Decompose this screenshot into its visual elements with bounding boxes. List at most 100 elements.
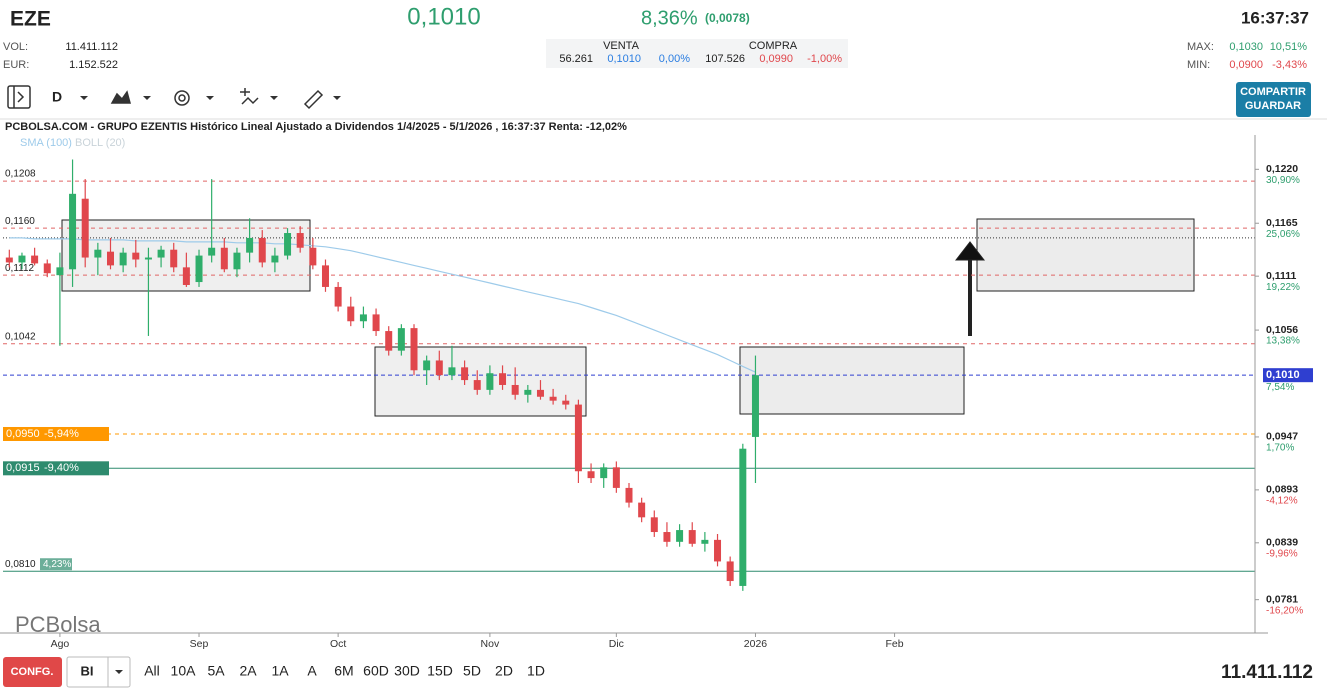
indicator-legend: SMA (100) (20, 137, 72, 149)
candle-body (334, 286, 342, 307)
interval[interactable]: D (52, 89, 62, 105)
range-button[interactable]: 2D (495, 663, 513, 679)
level-box (3, 461, 109, 476)
candle-body (246, 237, 254, 253)
last-price-box (1263, 368, 1313, 383)
level-label: 0,0950 (6, 428, 40, 440)
range-button[interactable]: 15D (427, 663, 453, 679)
share-label[interactable]: COMPARTIR (1240, 86, 1306, 98)
draw-icon[interactable] (303, 89, 324, 110)
candle-body (220, 247, 228, 270)
range-button[interactable]: 6M (334, 663, 353, 679)
candle-body (701, 539, 709, 544)
candle-body (499, 373, 507, 385)
candle-body (144, 257, 152, 260)
x-tick-label: Nov (481, 638, 500, 650)
x-tick-label: Feb (886, 638, 904, 650)
range-button[interactable]: All (144, 663, 160, 679)
x-tick-label: Ago (51, 638, 70, 650)
range-button[interactable]: 30D (394, 663, 420, 679)
range-button[interactable]: 1D (527, 663, 545, 679)
y-tick-pct: -16,20% (1266, 605, 1303, 616)
y-tick-label: 0,1056 (1266, 324, 1298, 336)
range-button[interactable]: 5D (463, 663, 481, 679)
level-label: 0,0810 (5, 559, 36, 570)
indicator-legend: BOLL (20) (75, 137, 125, 149)
candle-body (625, 487, 633, 503)
level-pct: -5,94% (44, 428, 79, 440)
level-label: 0,1208 (5, 169, 36, 180)
chart-type-icon[interactable] (110, 90, 131, 104)
range-button[interactable]: 1A (271, 663, 289, 679)
mode-label[interactable]: BI (81, 663, 94, 678)
stat-label: VOL: (3, 41, 28, 53)
last-price-pct: 7,54% (1266, 382, 1294, 393)
y-tick-pct: 13,38% (1266, 336, 1300, 347)
level-label: 0,1112 (5, 263, 35, 274)
candle-body (132, 252, 140, 260)
candle-body (5, 257, 13, 263)
chart-title: PCBOLSA.COM - GRUPO EZENTIS Histórico Li… (5, 121, 627, 133)
venta-price: 0,1010 (607, 53, 641, 65)
x-tick-label: Dic (609, 638, 624, 650)
venta-label: VENTA (603, 40, 640, 52)
range-button[interactable]: A (307, 663, 317, 679)
venta-pct: 0,00% (659, 53, 690, 65)
y-tick-pct: 1,70% (1266, 443, 1294, 454)
price: 0,1010 (407, 3, 480, 30)
candle-body (195, 255, 203, 283)
candle-body (600, 467, 608, 479)
range-button[interactable]: 2A (239, 663, 257, 679)
range-button[interactable]: 60D (363, 663, 389, 679)
level-label: 0,1042 (5, 331, 36, 342)
carets (80, 96, 341, 100)
candle-body (676, 530, 684, 542)
candle-body (638, 502, 646, 518)
candle-body (739, 448, 747, 586)
candle-body (309, 247, 317, 266)
candle-body (43, 263, 51, 274)
compra-pct: -1,00% (807, 53, 842, 65)
share-button[interactable] (1236, 82, 1311, 117)
candle-body (663, 532, 671, 542)
x-tick-label: 2026 (744, 638, 768, 650)
candle-body (31, 255, 39, 264)
level-label: 0,0915 (6, 462, 40, 474)
candle-body (321, 265, 329, 287)
settings-icon[interactable] (174, 90, 190, 106)
range-button[interactable]: 10A (171, 663, 197, 679)
compra-price: 0,0990 (759, 53, 793, 65)
panel-toggle[interactable] (7, 85, 31, 109)
candle-body (562, 400, 570, 405)
volume: 11.411.112 (1221, 662, 1313, 683)
candle-body (182, 267, 190, 285)
candle-body (94, 249, 102, 258)
candle-body (612, 467, 620, 488)
y-tick-pct: -9,96% (1266, 548, 1298, 559)
candle-body (448, 367, 456, 376)
range-button[interactable]: 5A (207, 663, 225, 679)
candle-body (385, 331, 393, 351)
level-box (40, 558, 72, 571)
config-label[interactable]: CONFG. (11, 666, 54, 678)
y-tick-pct: 30,90% (1266, 175, 1300, 186)
config-button[interactable] (3, 657, 62, 687)
indicator-icon[interactable] (240, 88, 259, 105)
change-pct: 8,36% (641, 7, 698, 29)
candle-body (473, 380, 481, 390)
candle-body (524, 389, 532, 395)
candle-body (69, 193, 77, 270)
candle-body (208, 247, 216, 256)
candle-body (726, 561, 734, 582)
candle-body (284, 233, 292, 256)
save-label[interactable]: GUARDAR (1245, 100, 1301, 112)
candle-body (486, 373, 494, 390)
level-label: 0,1160 (5, 216, 35, 227)
candle-body (688, 530, 696, 544)
candle-body (549, 396, 557, 401)
candle-body (536, 389, 544, 397)
candle-body (435, 360, 443, 376)
candle-body (233, 252, 241, 270)
mode-select[interactable] (66, 656, 131, 688)
